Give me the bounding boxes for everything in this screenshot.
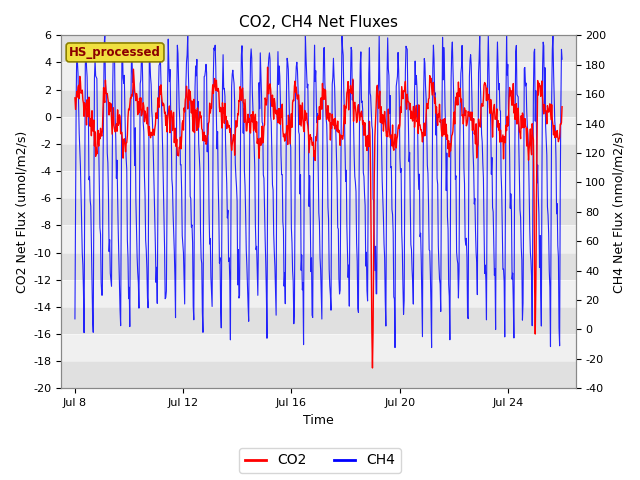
Bar [61, 198, 575, 226]
Bar [61, 117, 575, 144]
Bar [61, 252, 575, 280]
Bar [61, 334, 575, 361]
Bar [61, 361, 575, 388]
Bar [61, 90, 575, 117]
Title: CO2, CH4 Net Fluxes: CO2, CH4 Net Fluxes [239, 15, 398, 30]
Bar [61, 144, 575, 171]
Text: HS_processed: HS_processed [69, 46, 161, 59]
Bar [61, 307, 575, 334]
Bar [61, 36, 575, 62]
Bar [61, 171, 575, 198]
Legend: CO2, CH4: CO2, CH4 [239, 448, 401, 473]
Y-axis label: CH4 Net Flux (nmol/m2/s): CH4 Net Flux (nmol/m2/s) [612, 131, 625, 293]
X-axis label: Time: Time [303, 414, 334, 427]
Bar [61, 62, 575, 90]
Y-axis label: CO2 Net Flux (umol/m2/s): CO2 Net Flux (umol/m2/s) [15, 131, 28, 293]
Bar [61, 226, 575, 252]
Bar [61, 280, 575, 307]
